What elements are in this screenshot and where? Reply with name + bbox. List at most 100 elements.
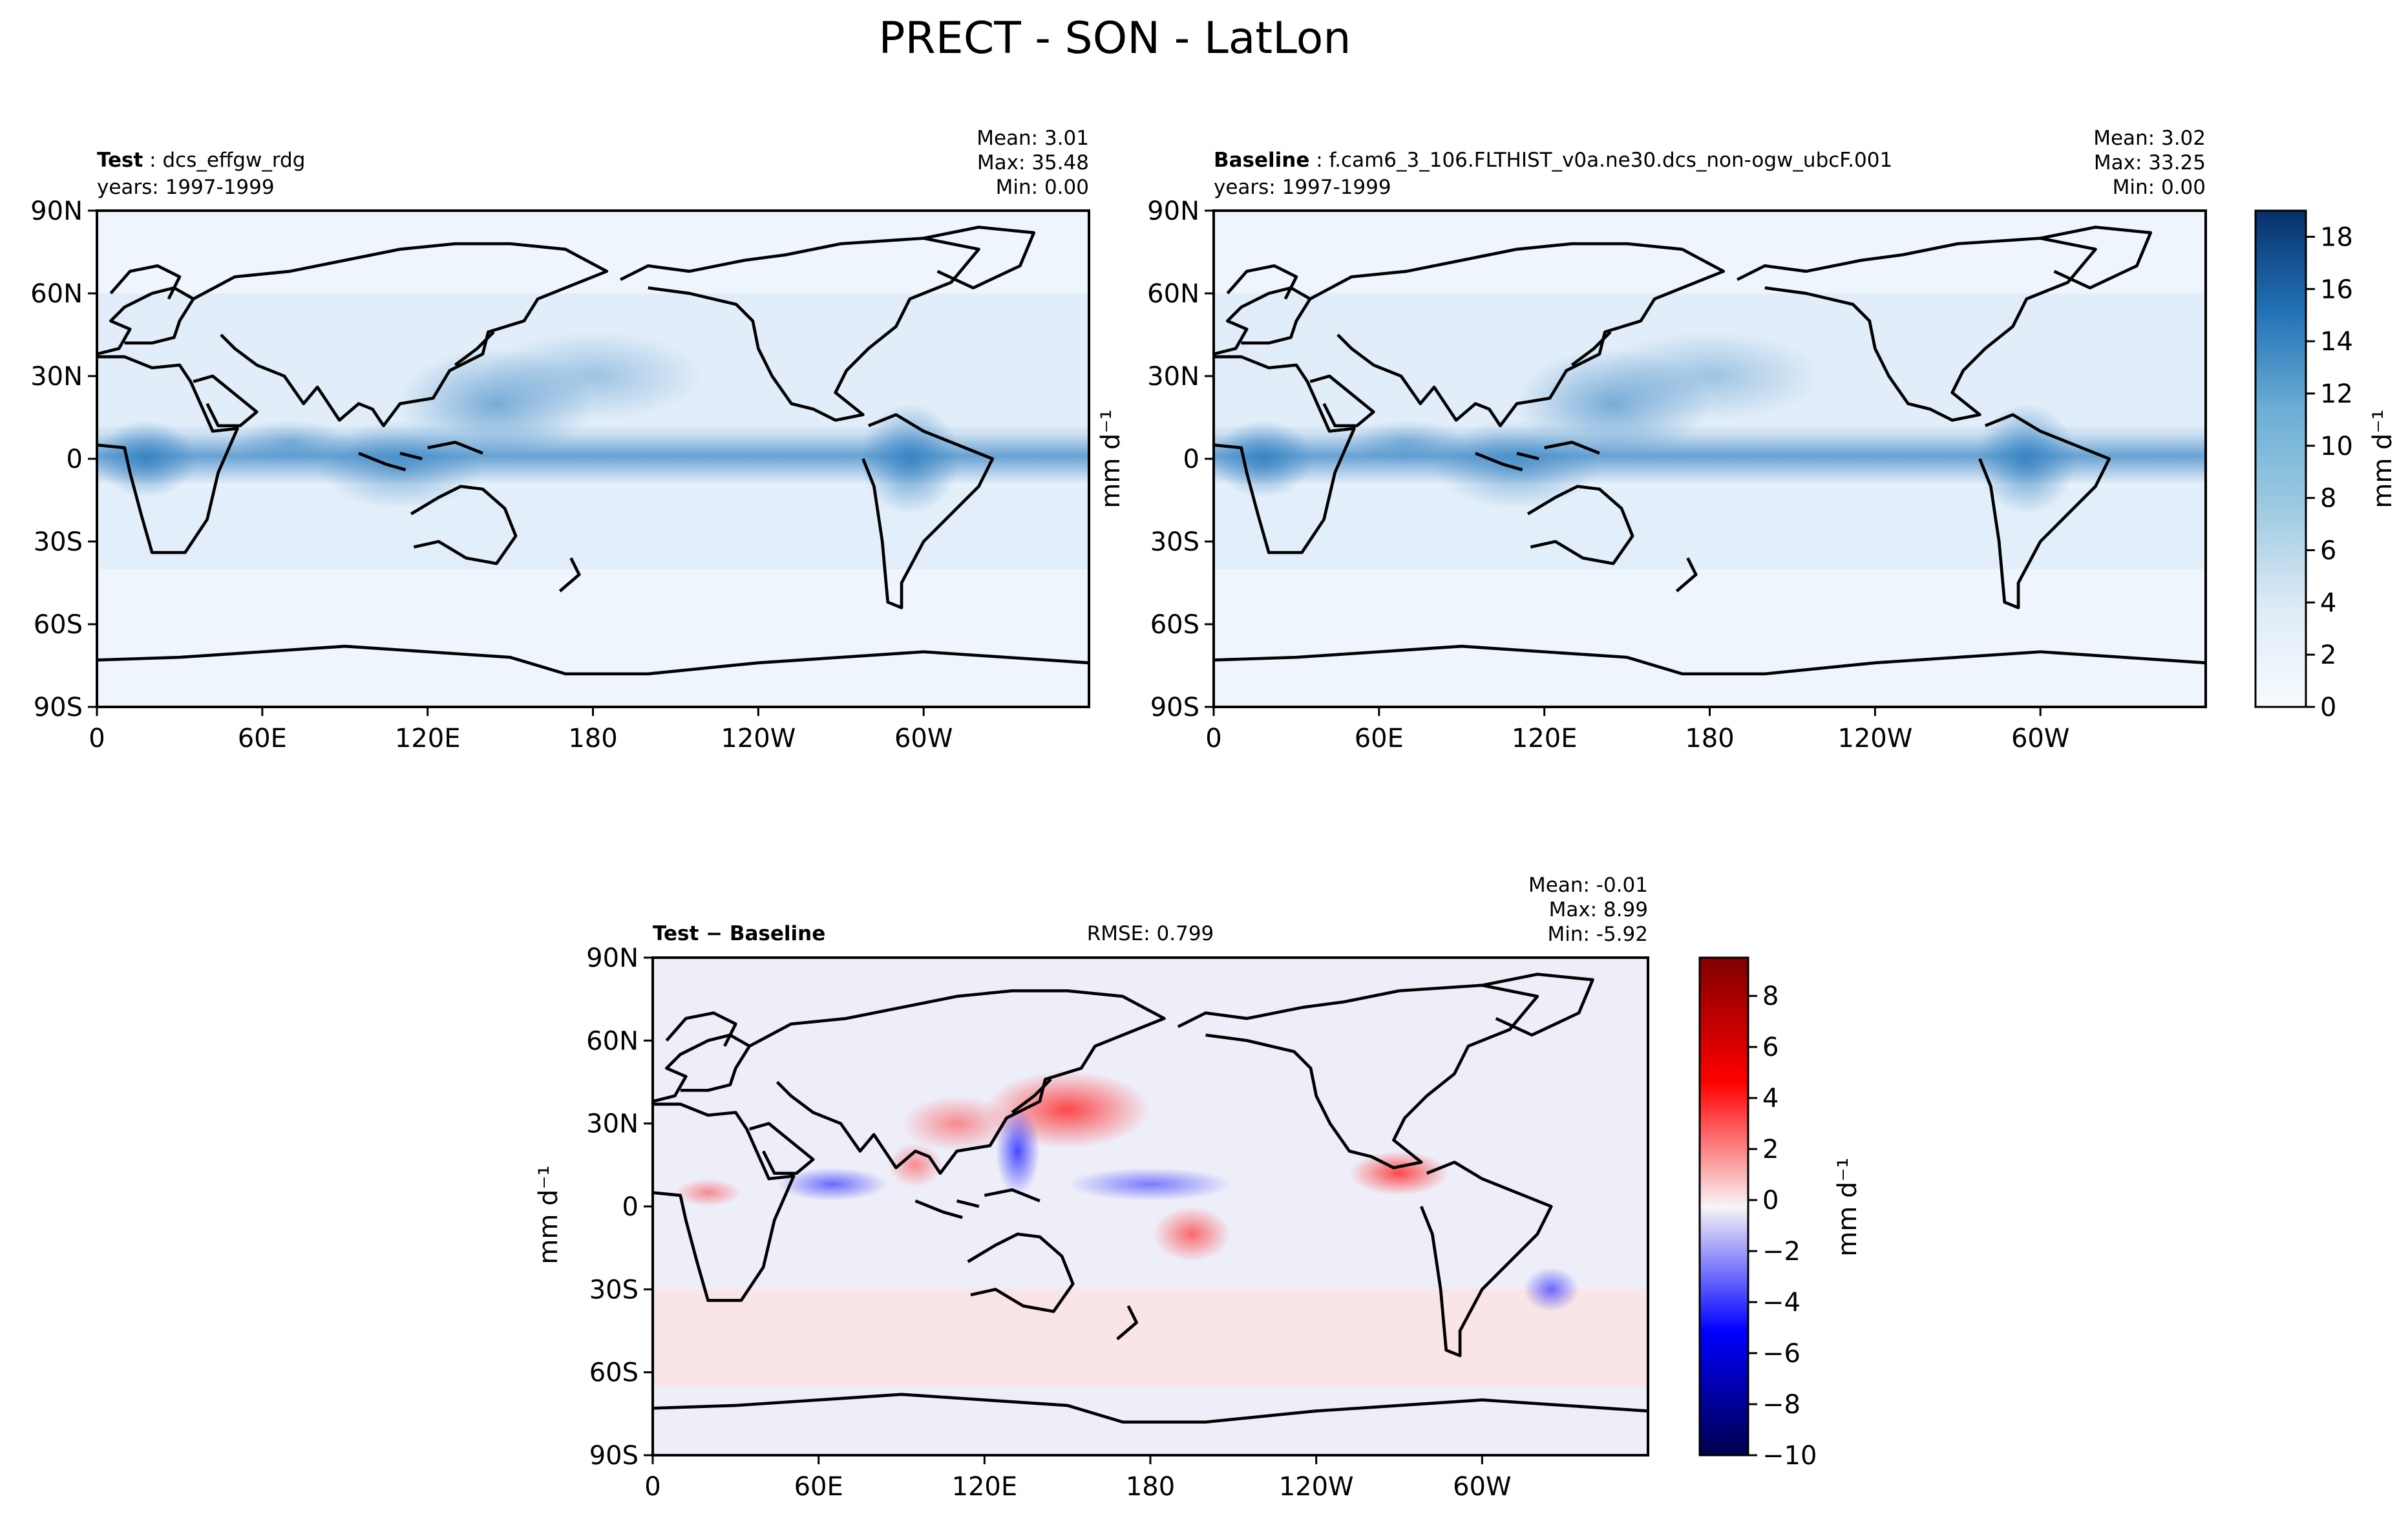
colorbar-tick-label: −6 [1762,1339,1801,1369]
baseline-header-name: f.cam6_3_106.FLTHIST_v0a.ne30.dcs_non-og… [1329,149,1893,172]
test-header-label: Test [97,149,143,172]
diff-ylabel: mm d⁻¹ [534,1165,564,1264]
colorbar-tick-label: 16 [2320,275,2353,304]
y-tick-label: 0 [1183,445,1199,474]
y-tick-label: 0 [622,1192,639,1222]
diff-rmse: RMSE: 0.799 [1087,922,1214,945]
x-tick-label: 120E [1512,724,1578,753]
diff-axes-ticks: 0 60E 120E 180 120W 60W 90N 60N 30N 0 30S 60S 90S [586,943,1511,1502]
x-tick-label: 120W [1279,1472,1354,1502]
colorbar-tick-label: 8 [2320,484,2336,514]
x-tick-label: 0 [1205,724,1221,753]
baseline-header-label: Baseline [1214,149,1309,172]
colorbar-tick-label: −2 [1762,1237,1801,1267]
y-tick-label: 30S [1150,527,1199,557]
diff-stat-min: Min: -5.92 [1547,923,1648,946]
precip-colorbar-label: mm d⁻¹ [2368,409,2398,508]
y-tick-label: 30N [1147,362,1199,392]
y-tick-label: 60S [1150,610,1199,640]
x-tick-label: 120W [1837,724,1912,753]
colorbar-tick-label: 12 [2320,379,2353,409]
colorbar-tick-label: 18 [2320,222,2353,252]
colorbar-tick-label: 6 [1762,1033,1779,1062]
x-tick-label: 0 [89,724,105,753]
x-tick-label: 60E [1355,724,1404,753]
y-tick-label: 30N [586,1110,639,1139]
test-stat-min: Min: 0.00 [996,176,1089,199]
baseline-map [1214,211,2206,707]
x-tick-label: 180 [1126,1472,1175,1502]
test-header-years: years: 1997-1999 [97,176,275,199]
test-header-line1: Test : dcs_effgw_rdg [97,149,305,172]
y-tick-label: 90S [1150,693,1199,722]
y-tick-label: 60N [586,1026,639,1056]
x-tick-label: 180 [1685,724,1734,753]
y-tick-label: 30S [589,1275,639,1305]
x-tick-label: 0 [644,1472,660,1502]
baseline-header-years: years: 1997-1999 [1214,176,1391,199]
precip-colorbar-ticks: 0 2 4 6 8 10 12 14 16 18 [2306,222,2353,722]
colorbar-tick-label: 10 [2320,432,2353,461]
baseline-stat-max: Max: 33.25 [2094,151,2206,174]
y-tick-label: 90N [1147,196,1199,226]
x-tick-label: 120W [721,724,796,753]
test-header-sep: : [143,149,162,172]
diff-stat-max: Max: 8.99 [1549,898,1648,921]
diff-header-label: Test − Baseline [653,922,825,945]
baseline-stat-mean: Mean: 3.02 [2093,127,2206,150]
colorbar-tick-label: −8 [1762,1390,1801,1420]
colorbar-tick-label: 2 [2320,640,2336,670]
x-tick-label: 60W [894,724,953,753]
y-tick-label: 60S [34,610,83,640]
colorbar-tick-label: 14 [2320,327,2353,357]
y-tick-label: 60S [589,1358,639,1388]
test-header-name: dcs_effgw_rdg [162,149,305,172]
precip-colorbar-bar [2254,209,2307,708]
y-tick-label: 60N [30,279,83,309]
diff-stat-mean: Mean: -0.01 [1528,874,1648,897]
x-tick-label: 60W [2011,724,2069,753]
y-tick-label: 30N [30,362,83,392]
colorbar-tick-label: −4 [1762,1288,1801,1318]
precip-colorbar: 0 2 4 6 8 10 12 14 16 18 mm d⁻¹ [2254,209,2398,722]
colorbar-tick-label: 0 [1762,1186,1779,1215]
baseline-panel: Baseline : f.cam6_3_106.FLTHIST_v0a.ne30… [1096,127,2207,753]
colorbar-tick-label: 4 [2320,588,2336,618]
baseline-ylabel: mm d⁻¹ [1096,409,1126,508]
test-map [97,211,1089,707]
x-tick-label: 60E [238,724,287,753]
colorbar-tick-label: 4 [1762,1084,1779,1113]
colorbar-tick-label: 0 [2320,693,2336,722]
y-tick-label: 60N [1147,279,1199,309]
y-tick-label: 30S [34,527,83,557]
diff-colorbar-ticks: 8 6 4 2 0 −2 −4 −6 −8 −10 [1748,982,1817,1471]
x-tick-label: 180 [568,724,617,753]
y-tick-label: 0 [67,445,83,474]
diff-colorbar-label: mm d⁻¹ [1833,1157,1863,1256]
x-tick-label: 120E [952,1472,1018,1502]
baseline-header-sep: : [1309,149,1329,172]
x-tick-label: 60E [794,1472,843,1502]
test-stat-max: Max: 35.48 [977,151,1089,174]
diff-panel: Test − Baseline RMSE: 0.799 Mean: -0.01 … [534,874,1649,1502]
figure-title: PRECT - SON - LatLon [879,13,1351,64]
baseline-stat-min: Min: 0.00 [2113,176,2206,199]
y-tick-label: 90S [34,693,83,722]
colorbar-tick-label: −10 [1762,1441,1817,1471]
baseline-header-line1: Baseline : f.cam6_3_106.FLTHIST_v0a.ne30… [1214,149,1892,172]
diff-map [653,958,1648,1455]
test-panel: Test : dcs_effgw_rdg years: 1997-1999 Me… [30,127,1090,753]
diff-colorbar: 8 6 4 2 0 −2 −4 −6 −8 −10 mm d⁻¹ [1698,956,1863,1471]
colorbar-tick-label: 6 [2320,536,2336,565]
test-stat-mean: Mean: 3.01 [977,127,1089,150]
colorbar-tick-label: 2 [1762,1135,1779,1164]
y-tick-label: 90S [589,1441,639,1471]
x-tick-label: 60W [1453,1472,1511,1502]
colorbar-tick-label: 8 [1762,982,1779,1011]
y-tick-label: 90N [30,196,83,226]
x-tick-label: 120E [395,724,461,753]
test-axes-ticks: 0 60E 120E 180 120W 60W 90N 60N 30N 0 30S 60S 90S [30,196,953,753]
baseline-axes-ticks: 0 60E 120E 180 120W 60W 90N 60N 30N 0 30S 60S 90S [1147,196,2069,753]
diff-colorbar-bar [1698,956,1749,1457]
